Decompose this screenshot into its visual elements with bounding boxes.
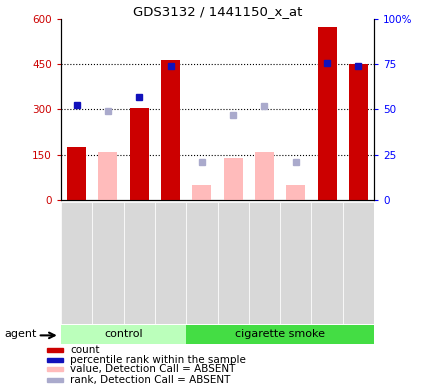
Bar [161,60,180,200]
Bar [342,202,373,324]
Bar [248,202,279,324]
Bar [61,202,92,324]
Text: agent: agent [5,329,37,339]
Bar [186,325,373,344]
Bar [254,152,273,200]
Bar [47,367,62,371]
Bar [129,108,148,200]
Bar [186,202,217,324]
Text: rank, Detection Call = ABSENT: rank, Detection Call = ABSENT [70,375,230,384]
Bar [217,202,248,324]
Bar [98,152,117,200]
Bar [67,147,86,200]
Bar [279,202,311,324]
Title: GDS3132 / 1441150_x_at: GDS3132 / 1441150_x_at [132,5,302,18]
Bar [47,358,62,362]
Bar [286,185,305,200]
Text: control: control [104,329,142,339]
Text: percentile rank within the sample: percentile rank within the sample [70,355,246,365]
Bar [348,65,367,200]
Bar [311,202,342,324]
Bar [223,157,242,200]
Bar [61,325,186,344]
Bar [155,202,186,324]
Bar [317,27,336,200]
Bar [92,202,123,324]
Text: count: count [70,345,99,355]
Text: cigarette smoke: cigarette smoke [235,329,324,339]
Bar [47,378,62,382]
Bar [123,202,155,324]
Text: value, Detection Call = ABSENT: value, Detection Call = ABSENT [70,364,235,374]
Bar [47,348,62,352]
Bar [192,185,211,200]
